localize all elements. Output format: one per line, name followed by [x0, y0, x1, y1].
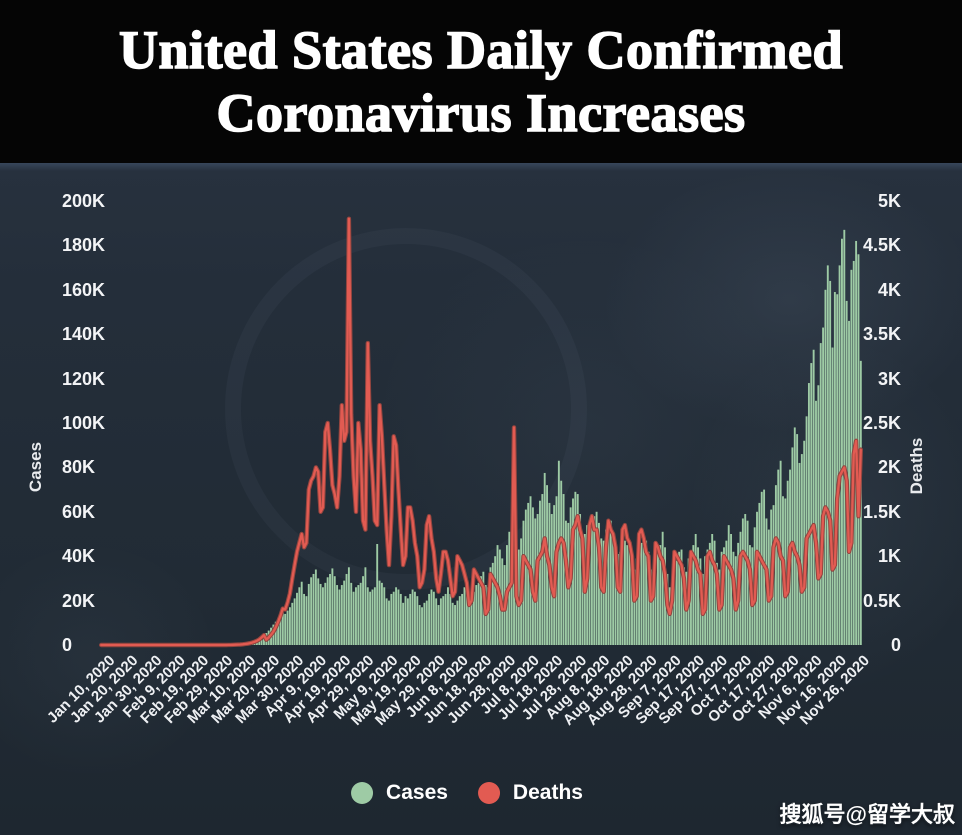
- legend-label-cases: Cases: [386, 781, 448, 804]
- y-tick-label-deaths: 5K: [877, 191, 901, 211]
- y-tick-label-cases: 100K: [62, 413, 106, 433]
- y-axis-title-deaths: Deaths: [907, 437, 926, 495]
- y-tick-label-deaths: 2K: [877, 457, 901, 478]
- y-axis-title-cases: Cases: [26, 441, 45, 493]
- y-tick-label-deaths: 1.5K: [862, 501, 901, 522]
- y-tick-label-deaths: 0: [890, 635, 901, 655]
- y-tick-label-cases: 140K: [62, 324, 106, 345]
- legend: Cases Deaths: [351, 781, 583, 805]
- y-tick-label-deaths: 3K: [877, 368, 901, 389]
- y-tick-label-deaths: 1K: [877, 546, 901, 567]
- y-tick-label-cases: 160K: [62, 279, 106, 300]
- chart-title-line1: United States Daily Confirmed: [118, 19, 843, 81]
- deaths-line: [100, 217, 862, 647]
- y-tick-label-cases: 0: [62, 635, 73, 655]
- y-tick-label-cases: 40K: [62, 546, 96, 567]
- deaths-legend-dot-icon: [477, 782, 500, 804]
- y-tick-label-cases: 180K: [62, 235, 106, 256]
- y-tick-label-cases: 80K: [62, 457, 96, 478]
- legend-label-deaths: Deaths: [512, 781, 583, 804]
- y-tick-label-cases: 200K: [62, 191, 106, 211]
- banner-glow: [0, 163, 962, 171]
- y-tick-label-cases: 120K: [62, 368, 106, 389]
- y-tick-label-deaths: 4.5K: [862, 235, 901, 256]
- y-tick-label-deaths: 4K: [877, 279, 901, 300]
- title-banner: United States Daily Confirmed Coronaviru…: [0, 0, 962, 163]
- y-tick-label-deaths: 0.5K: [862, 590, 901, 611]
- y-tick-label-cases: 60K: [62, 501, 96, 522]
- y-tick-label-deaths: 3.5K: [862, 324, 901, 345]
- y-tick-label-deaths: 2.5K: [862, 413, 901, 433]
- cases-legend-dot-icon: [351, 782, 374, 804]
- y-tick-label-cases: 20K: [62, 590, 96, 611]
- watermark: 搜狐号@留学大叔: [779, 802, 955, 827]
- chart-title-line2: Coronavirus Increases: [216, 82, 746, 144]
